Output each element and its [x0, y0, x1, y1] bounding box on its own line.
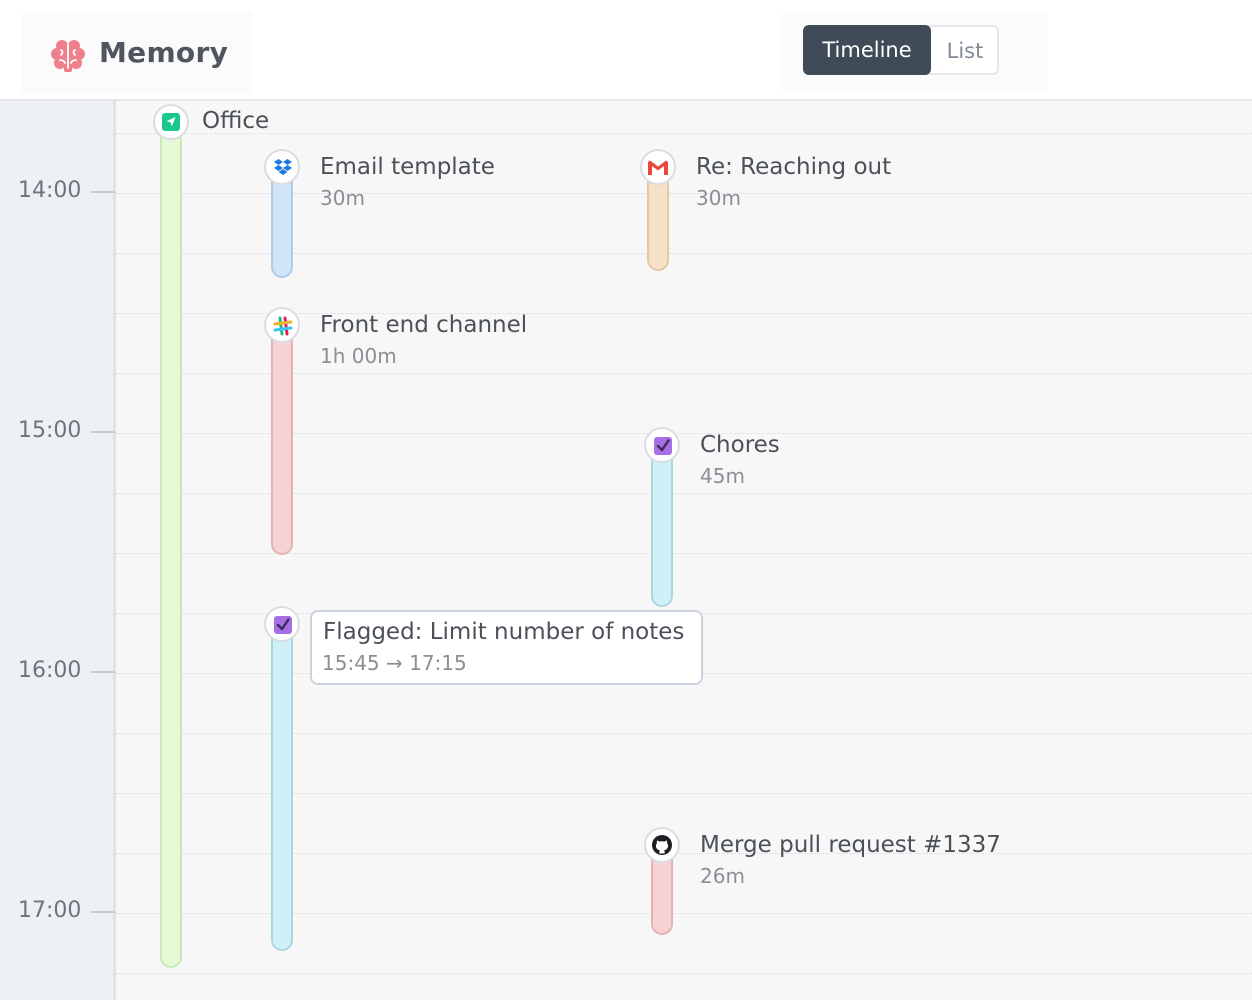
grid-line — [116, 853, 1252, 854]
grid-line — [116, 253, 1252, 254]
brain-icon — [51, 40, 85, 72]
event-title-merge-pr[interactable]: Merge pull request #1337 — [700, 832, 1001, 858]
view-switch: Timeline List — [803, 25, 999, 75]
event-title-flagged: Flagged: Limit number of notes — [323, 619, 685, 645]
event-icon-chores[interactable] — [644, 427, 680, 463]
event-duration-merge-pr: 26m — [700, 864, 745, 888]
hour-label: 17:00 — [18, 898, 82, 923]
grid-line — [116, 313, 1252, 314]
event-title-chores[interactable]: Chores — [700, 432, 780, 458]
event-title-reaching-out[interactable]: Re: Reaching out — [696, 154, 892, 180]
hour-tick — [91, 911, 115, 913]
hour-label: 15:00 — [18, 418, 82, 443]
event-icon-merge-pr[interactable] — [644, 827, 680, 863]
event-title-front-end-channel[interactable]: Front end channel — [320, 312, 528, 338]
app-title: Memory — [99, 36, 229, 69]
grid-line — [116, 493, 1252, 494]
app-brand[interactable]: Memory — [22, 12, 252, 94]
time-axis — [0, 101, 113, 1000]
grid-line — [116, 733, 1252, 734]
event-bar-chores[interactable] — [651, 440, 673, 607]
event-time-range-flagged: 15:45 → 17:15 — [322, 651, 467, 675]
event-card-flagged[interactable]: Flagged: Limit number of notes 15:45 → 1… — [310, 610, 703, 685]
hour-label: 14:00 — [18, 178, 82, 203]
app-header: Memory Timeline List — [0, 0, 1252, 101]
event-title-email-template[interactable]: Email template — [320, 154, 495, 180]
event-duration-reaching-out: 30m — [696, 186, 741, 210]
location-arrow-icon — [162, 113, 180, 131]
grid-line — [116, 553, 1252, 554]
event-title-office[interactable]: Office — [202, 108, 270, 134]
event-bar-flagged[interactable] — [271, 618, 293, 951]
event-duration-chores: 45m — [700, 464, 745, 488]
grid-line — [116, 793, 1252, 794]
event-icon-flagged[interactable] — [264, 606, 300, 642]
slack-icon — [273, 316, 293, 336]
grid-line — [116, 433, 1252, 434]
hour-tick — [91, 671, 115, 673]
hour-tick — [91, 431, 115, 433]
time-axis-line — [113, 101, 116, 1000]
event-icon-reaching-out[interactable] — [640, 149, 676, 185]
checkbox-icon — [654, 437, 672, 455]
event-bar-front-end-channel[interactable] — [271, 320, 293, 555]
hour-tick — [91, 191, 115, 193]
list-view-button[interactable]: List — [946, 39, 984, 63]
grid-line — [116, 973, 1252, 974]
grid-line — [116, 193, 1252, 194]
grid-line — [116, 133, 1252, 134]
grid-line — [116, 373, 1252, 374]
dropbox-icon — [274, 159, 292, 175]
checkbox-icon — [274, 616, 292, 634]
event-icon-front-end-channel[interactable] — [264, 307, 300, 343]
event-icon-email-template[interactable] — [264, 149, 300, 185]
event-bar-office[interactable] — [160, 118, 182, 968]
timeline-view-button[interactable]: Timeline — [803, 25, 931, 75]
hour-label: 16:00 — [18, 658, 82, 683]
grid-line — [116, 913, 1252, 914]
gmail-icon — [648, 160, 668, 175]
github-icon — [652, 835, 672, 855]
event-duration-email-template: 30m — [320, 186, 365, 210]
event-icon-office[interactable] — [153, 104, 189, 140]
event-duration-front-end-channel: 1h 00m — [320, 344, 397, 368]
